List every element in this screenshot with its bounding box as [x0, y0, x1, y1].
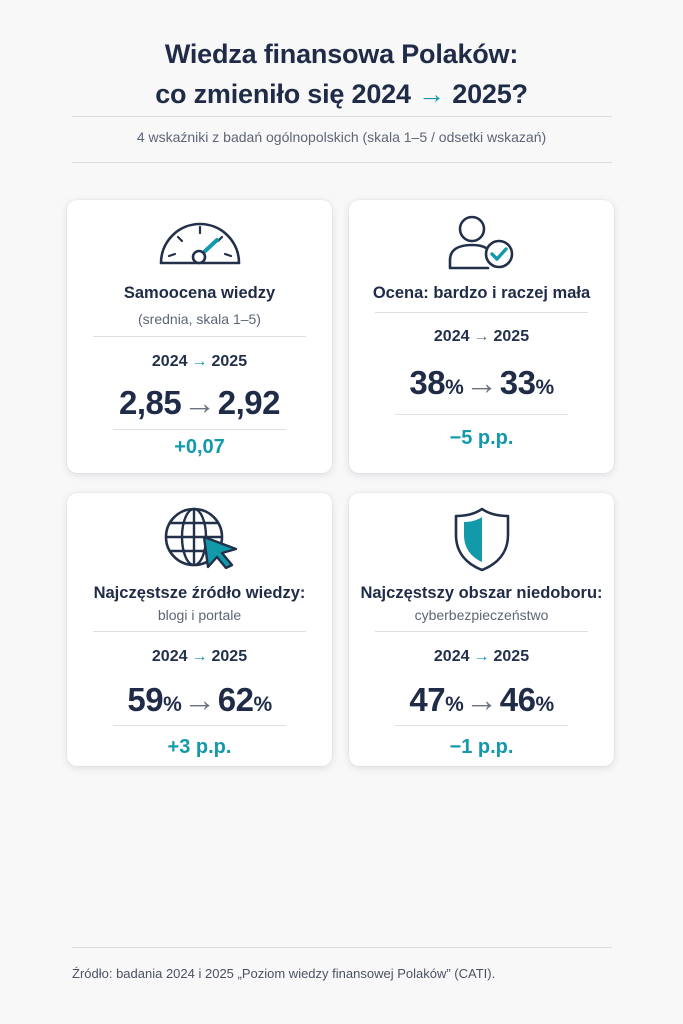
value-arrow: →: [465, 364, 498, 401]
card-divider: [395, 414, 568, 415]
card-self-assessment: Samoocena wiedzy (srednia, skala 1–5) 20…: [67, 200, 332, 473]
value-from: 47: [409, 681, 446, 718]
year-arrow: →: [473, 648, 490, 665]
card-heading: Najczęstszy obszar niedoboru:: [360, 584, 603, 602]
card-divider: [395, 725, 568, 726]
value-to: 33: [499, 364, 536, 401]
year-from: 2024: [433, 328, 470, 345]
card-heading: Ocena: bardzo i raczej mała: [372, 284, 591, 302]
globe-cursor-icon: [164, 507, 237, 569]
title-arrow: →: [418, 79, 445, 109]
year-arrow: →: [473, 328, 490, 345]
card-divider: [113, 725, 286, 726]
title-line-1: Wiedza finansowa Polaków:: [164, 39, 519, 69]
card-divider: [93, 631, 306, 632]
value-to: 2,92: [217, 384, 281, 421]
value-comparison: 59%→62%: [67, 681, 332, 719]
value-arrow: →: [465, 681, 498, 718]
year-from: 2024: [151, 353, 188, 370]
subtitle-top-rule: [72, 116, 612, 117]
year-arrow: →: [191, 648, 208, 665]
speedometer-icon: [159, 222, 240, 265]
value-to: 46: [499, 681, 536, 718]
change-value: −5 p.p.: [449, 427, 514, 449]
percent-sign: %: [445, 376, 464, 399]
year-comparison: 2024 → 2025: [349, 648, 614, 666]
year-to: 2025: [211, 648, 248, 665]
value-from: 59: [127, 681, 164, 718]
year-from: 2024: [151, 648, 188, 665]
card-subheading: (srednia, skala 1–5): [138, 311, 261, 327]
percent-sign: %: [163, 693, 182, 716]
shield-icon: [454, 507, 509, 572]
card-low-assessment: Ocena: bardzo i raczej mała 2024 → 2025 38…: [349, 200, 614, 473]
title-line-2: co zmieniło się 2024 → 2025?: [0, 74, 683, 114]
value-arrow: →: [183, 384, 216, 421]
percent-sign: %: [253, 693, 272, 716]
source-note: Źródło: badania 2024 i 2025 „Poziom wied…: [72, 966, 496, 981]
percent-sign: %: [535, 693, 554, 716]
year-to: 2025: [493, 648, 530, 665]
year-to: 2025: [493, 328, 530, 345]
value-from: 2,85: [119, 384, 182, 421]
subtitle-bottom-rule: [72, 162, 612, 163]
year-comparison: 2024 → 2025: [67, 648, 332, 666]
card-divider: [113, 429, 286, 430]
card-subheading: blogi i portale: [157, 607, 242, 623]
card-deficit-area: Najczęstszy obszar niedoboru: cyberbezpi…: [349, 493, 614, 766]
card-knowledge-source: Najczęstsze źródło wiedzy: blogi i porta…: [67, 493, 332, 766]
value-arrow: →: [183, 681, 216, 718]
title-line-2-prefix: co zmieniło się 2024: [155, 79, 411, 109]
subtitle: 4 wskaźniki z badań ogólnopolskich (skal…: [136, 129, 547, 145]
card-heading: Samoocena wiedzy: [123, 284, 276, 302]
card-divider: [93, 336, 306, 337]
year-comparison: 2024 → 2025: [349, 328, 614, 346]
card-divider: [375, 631, 588, 632]
percent-sign: %: [535, 376, 554, 399]
value-comparison: 2,85→2,92: [67, 384, 332, 422]
value-to: 62: [217, 681, 254, 718]
card-heading: Najczęstsze źródło wiedzy:: [93, 584, 306, 602]
title-line-2-suffix: 2025?: [452, 79, 528, 109]
value-from: 38: [409, 364, 446, 401]
year-comparison: 2024 → 2025: [67, 353, 332, 371]
card-divider: [375, 312, 588, 313]
year-from: 2024: [433, 648, 470, 665]
percent-sign: %: [445, 693, 464, 716]
change-value: +0,07: [174, 436, 225, 458]
value-comparison: 38%→33%: [349, 364, 614, 402]
value-comparison: 47%→46%: [349, 681, 614, 719]
year-arrow: →: [191, 353, 208, 370]
change-value: +3 p.p.: [167, 736, 232, 758]
change-value: −1 p.p.: [449, 736, 514, 758]
page-title: Wiedza finansowa Polaków: co zmieniło si…: [0, 34, 683, 114]
year-to: 2025: [211, 353, 248, 370]
user-check-icon: [448, 215, 513, 270]
card-subheading: cyberbezpieczeństwo: [414, 607, 549, 623]
footer-rule: [72, 947, 612, 948]
